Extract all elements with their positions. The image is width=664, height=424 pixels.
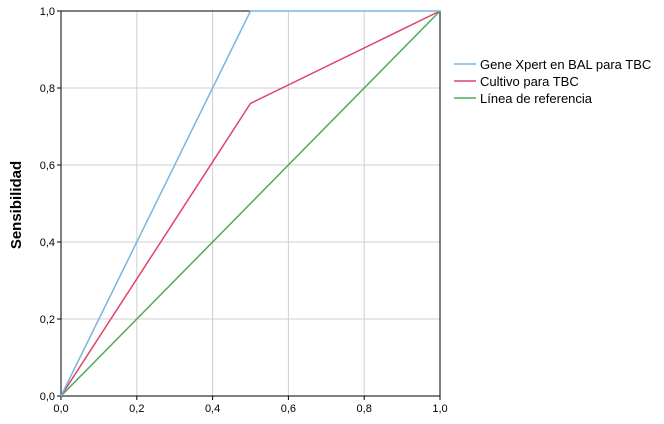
- y-axis-ticks: 0,0 0,2 0,4 0,6 0,8 1,0: [40, 6, 61, 403]
- legend-label: Gene Xpert en BAL para TBC: [480, 57, 651, 72]
- y-tick-label: 0,8: [40, 83, 55, 95]
- y-tick-label: 1,0: [40, 6, 55, 18]
- legend-label: Línea de referencia: [480, 91, 593, 106]
- series-line-2: [60, 10, 441, 397]
- x-axis-ticks: 0,0 0,2 0,4 0,6 0,8 1,0: [53, 396, 448, 415]
- y-tick-label: 0,6: [40, 160, 55, 172]
- series-lines: [60, 10, 441, 397]
- x-tick-label: 0,2: [129, 403, 144, 415]
- series-line-3: [60, 10, 441, 397]
- y-tick-label: 0,2: [40, 314, 55, 326]
- legend-label: Cultivo para TBC: [480, 74, 579, 89]
- y-axis-label: Sensibilidad: [8, 161, 25, 249]
- series-line-1: [60, 10, 440, 397]
- x-tick-label: 0,4: [205, 403, 220, 415]
- y-tick-label: 0,4: [40, 237, 55, 249]
- legend: Gene Xpert en BAL para TBC Cultivo para T…: [454, 57, 651, 106]
- x-tick-label: 0,8: [357, 403, 372, 415]
- x-tick-label: 0,6: [281, 403, 296, 415]
- x-tick-label: 1,0: [432, 403, 447, 415]
- y-tick-label: 0,0: [40, 391, 55, 403]
- x-tick-label: 0,0: [53, 403, 68, 415]
